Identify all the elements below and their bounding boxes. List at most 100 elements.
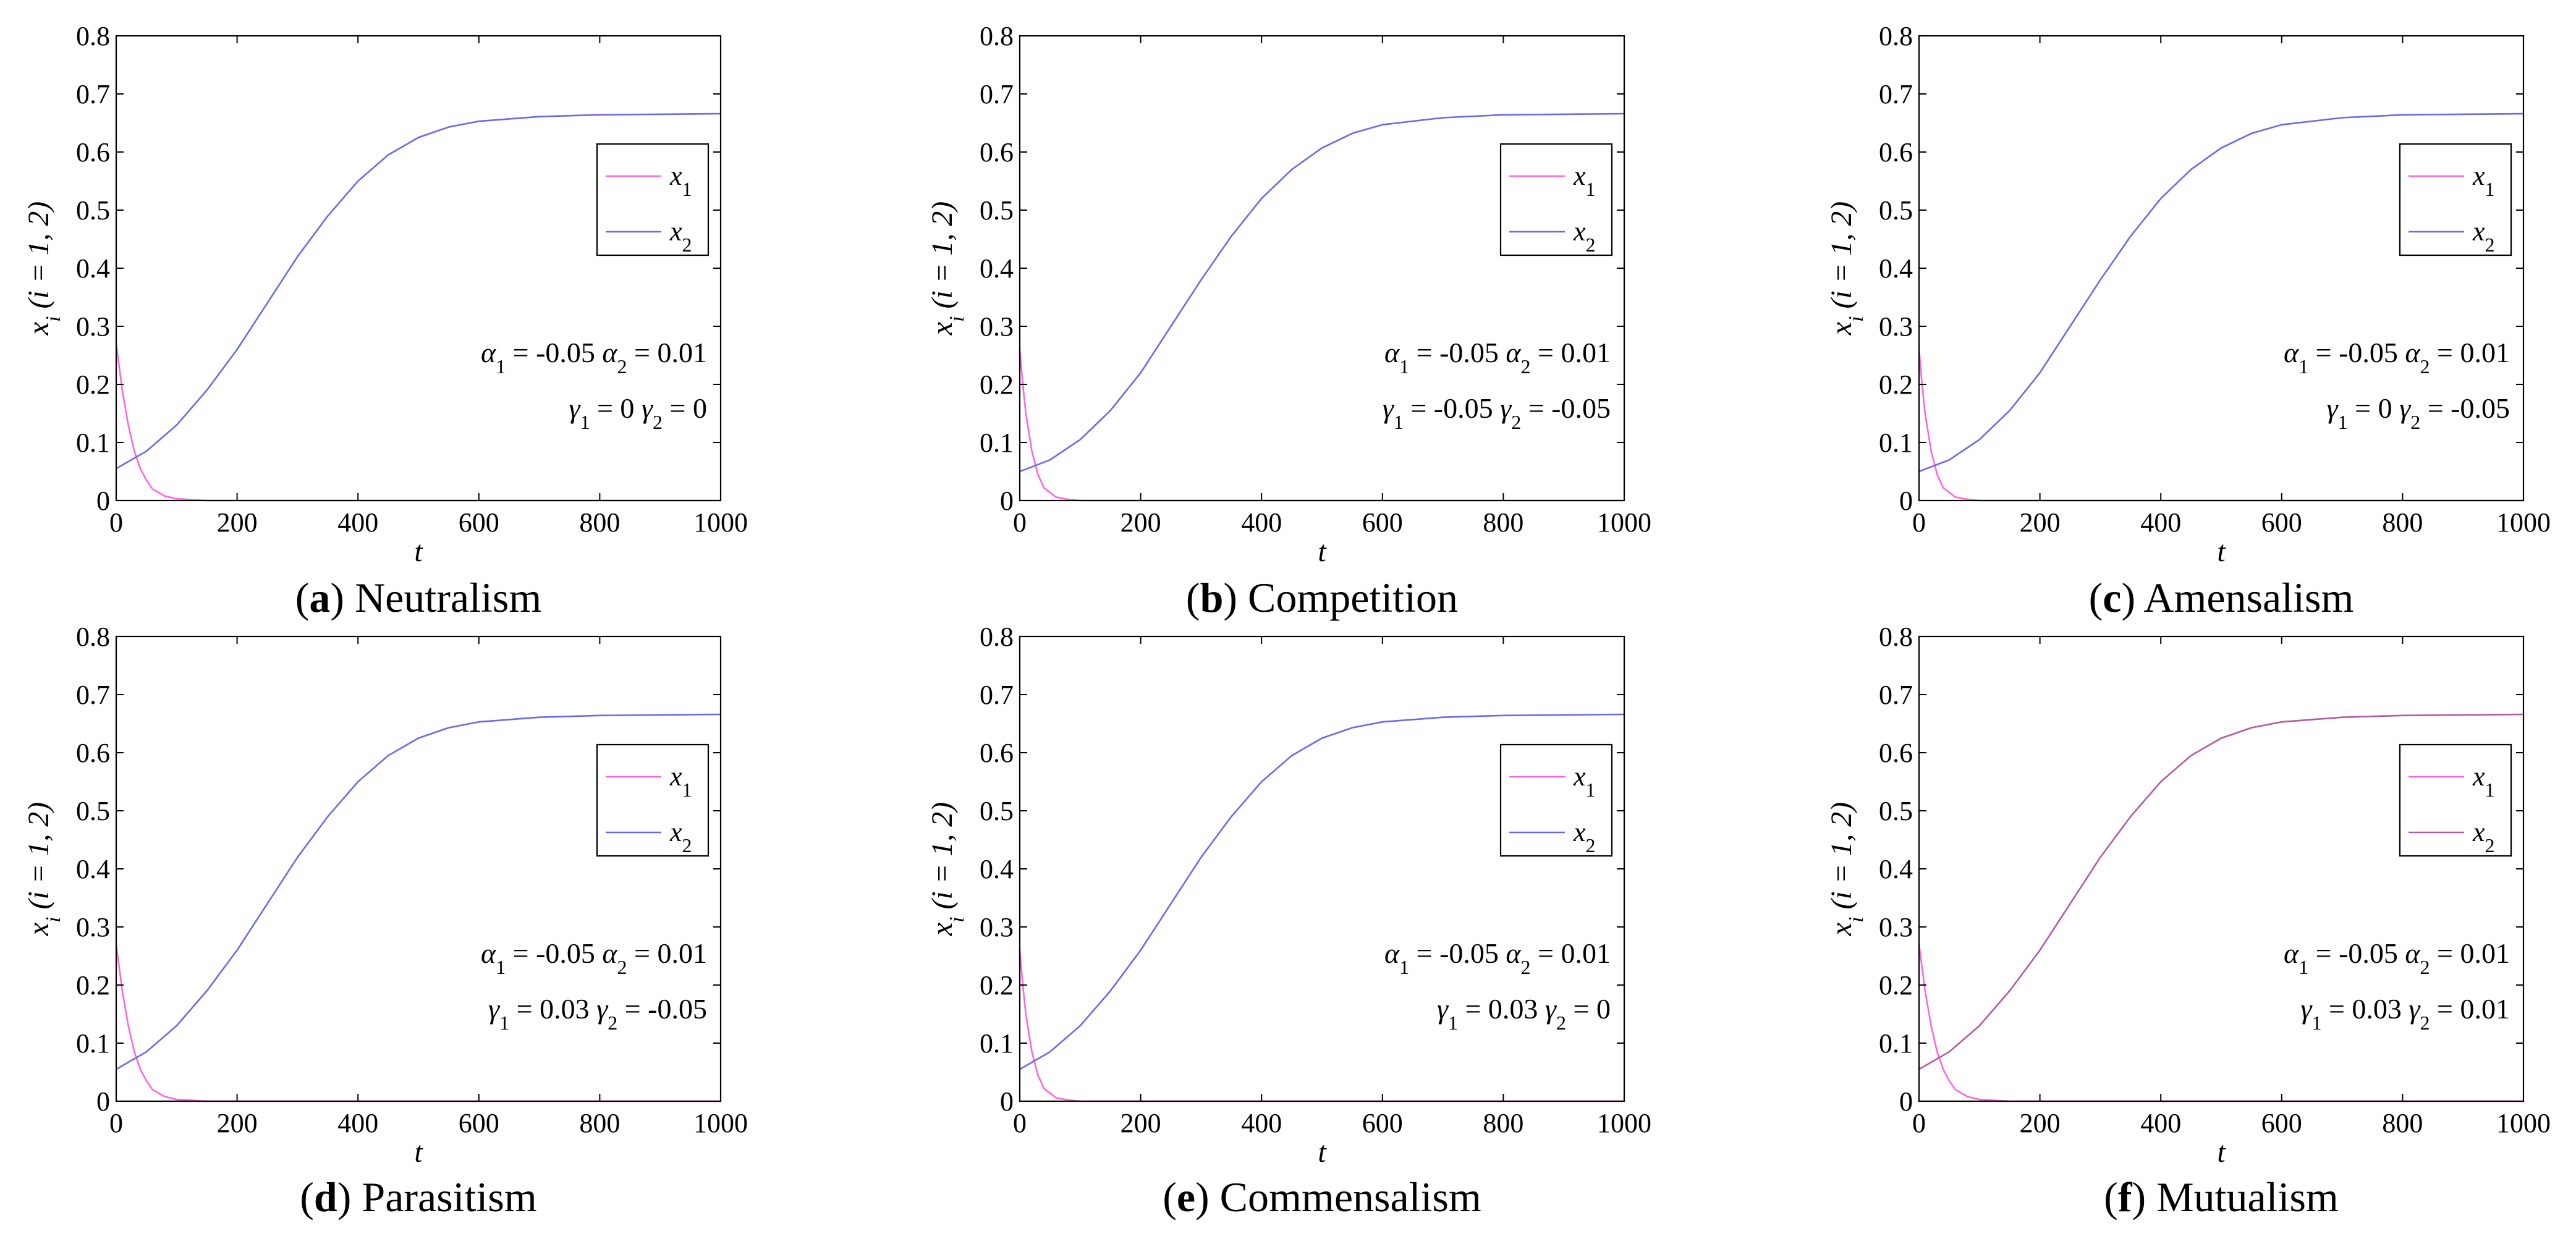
y-tick-label-a: 0.3 — [76, 311, 110, 342]
y-tick-label-f: 0.3 — [1879, 912, 1913, 942]
series-line-x2-e — [1019, 713, 1625, 1070]
legend-label-x2-f: x2 — [2472, 817, 2495, 857]
x-tick-label-d: 0 — [109, 1108, 123, 1138]
x-tick-label-f: 800 — [2382, 1108, 2423, 1138]
x-tick-label-a: 0 — [109, 507, 123, 538]
annotation-line2-e: γ1 = 0.03 γ2 = 0 — [1437, 993, 1611, 1034]
x-tick-label-f: 600 — [2261, 1108, 2302, 1138]
panel-f: 0 200 400 600 800 1000 0 0.1 0.2 0.3 0.4 0.5 0.6 0.7 0… — [1825, 622, 2551, 1220]
legend-label-x2-a: x2 — [669, 216, 692, 256]
annotation-line1-e: α1 = -0.05 α2 = 0.01 — [1384, 937, 1611, 978]
y-tick-label-b: 0.8 — [980, 21, 1014, 51]
panel-caption-d: (d) Parasitism — [300, 1174, 536, 1220]
y-tick-label-a: 0.2 — [76, 370, 110, 400]
annotation-line2-c: γ1 = 0 γ2 = -0.05 — [2327, 392, 2510, 433]
parameter-annotation-a: α1 = -0.05 α2 = 0.01 γ1 = 0 γ2 = 0 — [481, 337, 707, 433]
series-line-x1-c — [1918, 349, 2523, 502]
panel-caption-f: (f) Mutualism — [2104, 1174, 2339, 1220]
parameter-annotation-f: α1 = -0.05 α2 = 0.01 γ1 = 0.03 γ2 = 0.01 — [2284, 937, 2510, 1034]
y-tick-label-e: 0.2 — [980, 970, 1014, 1000]
axes-frame-d — [115, 635, 722, 1102]
x-tick-label-e: 1000 — [1597, 1108, 1651, 1138]
panel-b: 0 200 400 600 800 1000 0 0.1 0.2 0.3 0.4 0.5 0.6 0.7 0… — [926, 21, 1651, 621]
y-tick-label-d: 0.8 — [76, 622, 110, 652]
y-tick-label-a: 0.7 — [76, 79, 110, 109]
y-axis-label-d: xi (i = 1, 2) — [22, 802, 65, 936]
legend-box-c — [2399, 143, 2512, 256]
x-tick-label-a: 800 — [579, 507, 620, 538]
legend-label-x1-c: x1 — [2472, 161, 2495, 200]
y-tick-label-d: 0.3 — [76, 912, 110, 942]
axes-frame-b — [1019, 35, 1625, 502]
legend-label-x2-c: x2 — [2472, 216, 2495, 256]
x-axis-label-f: t — [2217, 1136, 2226, 1169]
x-tick-label-c: 800 — [2382, 507, 2423, 538]
y-tick-label-b: 0.7 — [980, 79, 1014, 109]
parameter-annotation-b: α1 = -0.05 α2 = 0.01 γ1 = -0.05 γ2 = -0.0… — [1383, 337, 1611, 433]
y-tick-label-b: 0.1 — [980, 428, 1014, 458]
y-tick-label-c: 0.7 — [1879, 79, 1913, 109]
panel-caption-e: (e) Commensalism — [1163, 1174, 1481, 1220]
legend-box-a — [596, 143, 710, 256]
parameter-annotation-e: α1 = -0.05 α2 = 0.01 γ1 = 0.03 γ2 = 0 — [1384, 937, 1611, 1034]
axes-frame-c — [1918, 35, 2525, 502]
x-tick-label-f: 0 — [1912, 1108, 1926, 1138]
x-tick-label-c: 600 — [2261, 507, 2302, 538]
x-axis-label-c: t — [2217, 535, 2226, 568]
y-tick-label-b: 0 — [1000, 486, 1014, 516]
x-tick-label-a: 200 — [217, 507, 258, 538]
y-tick-label-d: 0.7 — [76, 680, 110, 710]
x-tick-label-d: 400 — [337, 1108, 378, 1138]
series-line-x2-a — [116, 112, 721, 470]
x-tick-label-d: 200 — [217, 1108, 258, 1138]
y-axis-label-e: xi (i = 1, 2) — [926, 802, 968, 936]
x-tick-label-d: 1000 — [693, 1108, 748, 1138]
panel-e: 0 200 400 600 800 1000 0 0.1 0.2 0.3 0.4 0.5 0.6 0.7 0… — [926, 622, 1651, 1220]
y-axis-label-b: xi (i = 1, 2) — [926, 201, 968, 336]
series-line-x2-c — [1918, 112, 2524, 473]
y-tick-label-a: 0.6 — [76, 137, 110, 167]
x-tick-label-c: 400 — [2140, 507, 2181, 538]
panel-caption-c: (c) Amensalism — [2089, 574, 2354, 621]
x-tick-label-b: 1000 — [1597, 507, 1651, 538]
y-tick-label-d: 0.2 — [76, 970, 110, 1000]
y-tick-label-b: 0.6 — [980, 137, 1014, 167]
legend-box-b — [1499, 143, 1613, 256]
x-tick-label-c: 0 — [1912, 507, 1926, 538]
y-tick-label-a: 0.5 — [76, 195, 110, 226]
y-tick-label-d: 0.4 — [76, 854, 110, 884]
y-tick-label-d: 0.5 — [76, 796, 110, 826]
annotation-line1-f: α1 = -0.05 α2 = 0.01 — [2284, 937, 2510, 978]
legend-label-x1-d: x1 — [669, 761, 692, 801]
series-line-x2-b — [1019, 112, 1625, 473]
axes-frame-a — [115, 35, 722, 502]
x-tick-label-c: 200 — [2020, 507, 2061, 538]
x-tick-label-a: 400 — [337, 507, 378, 538]
y-tick-label-b: 0.3 — [980, 311, 1014, 342]
annotation-line2-a: γ1 = 0 γ2 = 0 — [569, 392, 707, 433]
x-axis-label-b: t — [1318, 535, 1327, 568]
y-tick-label-c: 0.2 — [1879, 370, 1913, 400]
y-tick-label-c: 0.6 — [1879, 137, 1913, 167]
x-axis-label-d: t — [414, 1136, 423, 1169]
y-tick-label-a: 0.1 — [76, 428, 110, 458]
axes-frame-e — [1019, 635, 1625, 1102]
legend-box-d — [596, 743, 710, 857]
legend-label-x2-e: x2 — [1573, 817, 1596, 857]
x-tick-label-b: 400 — [1241, 507, 1282, 538]
x-tick-label-e: 0 — [1013, 1108, 1027, 1138]
y-tick-label-d: 0 — [96, 1086, 110, 1117]
x-tick-label-b: 200 — [1121, 507, 1161, 538]
y-tick-label-c: 0.5 — [1879, 195, 1913, 226]
series-line-x1-e — [1019, 950, 1624, 1102]
panel-caption-a: (a) Neutralism — [295, 574, 541, 621]
x-tick-label-a: 1000 — [693, 507, 748, 538]
y-tick-label-c: 0 — [1899, 486, 1913, 516]
legend-label-x1-b: x1 — [1573, 161, 1596, 200]
annotation-line1-c: α1 = -0.05 α2 = 0.01 — [2284, 337, 2510, 378]
